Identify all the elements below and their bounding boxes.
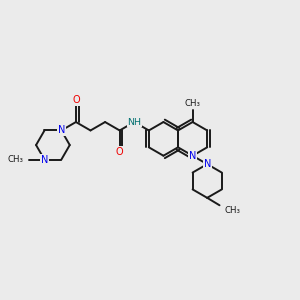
Text: N: N — [203, 159, 211, 169]
Text: N: N — [58, 125, 65, 136]
Text: CH₃: CH₃ — [224, 206, 241, 215]
Text: CH₃: CH₃ — [8, 155, 24, 164]
Text: CH₃: CH₃ — [184, 99, 201, 108]
Text: NH: NH — [127, 118, 141, 127]
Text: O: O — [72, 95, 80, 105]
Text: N: N — [41, 154, 48, 165]
Text: O: O — [116, 147, 124, 157]
Text: N: N — [189, 151, 196, 161]
